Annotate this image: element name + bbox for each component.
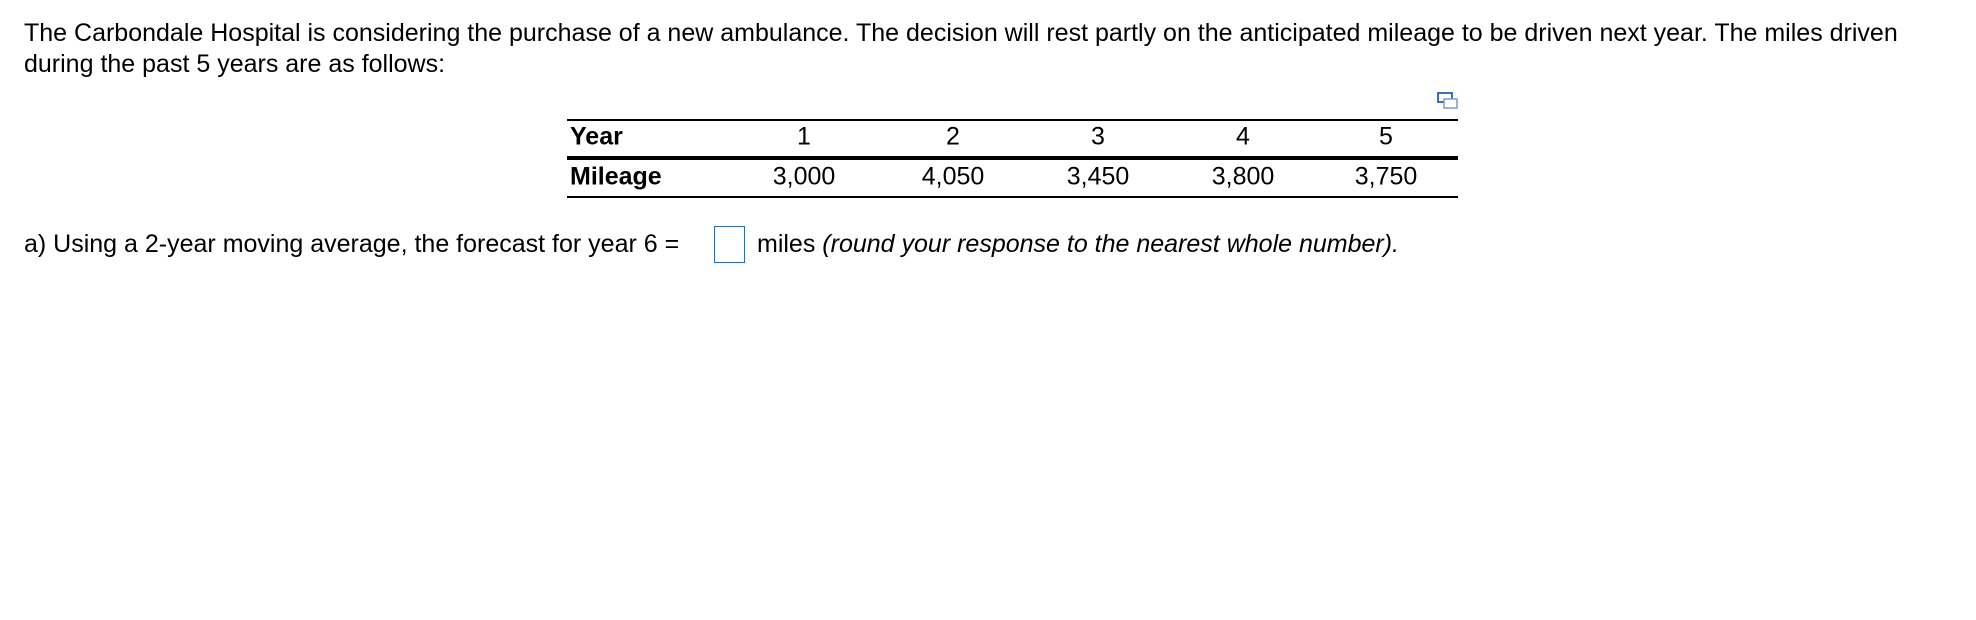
table-cell: 3 [1091, 122, 1105, 151]
question-prompt: a) Using a 2-year moving average, the fo… [24, 230, 680, 258]
table-rule [567, 156, 1458, 160]
table-cell: 3,800 [1211, 162, 1275, 191]
hint: (round your response to the nearest whol… [822, 230, 1400, 258]
table-cell: 4,050 [921, 162, 985, 191]
answer-input[interactable] [714, 226, 745, 263]
table-rule [567, 119, 1458, 121]
table-cell: 3,750 [1354, 162, 1418, 191]
popout-icon[interactable] [1437, 92, 1459, 110]
table-cell: 2 [946, 122, 960, 151]
intro-line: The Carbondale Hospital is considering t… [24, 19, 1898, 47]
row-header: Mileage [570, 162, 662, 191]
table-cell: 3,000 [772, 162, 836, 191]
table-rule [567, 196, 1458, 198]
table-cell: 5 [1379, 122, 1393, 151]
row-header: Year [570, 122, 623, 151]
intro-line: during the past 5 years are as follows: [24, 50, 446, 78]
table-cell: 1 [797, 122, 811, 151]
table-cell: 3,450 [1066, 162, 1130, 191]
table-cell: 4 [1236, 122, 1250, 151]
question-text: miles (round your response to the neares… [757, 230, 1399, 259]
unit: miles [757, 230, 816, 258]
